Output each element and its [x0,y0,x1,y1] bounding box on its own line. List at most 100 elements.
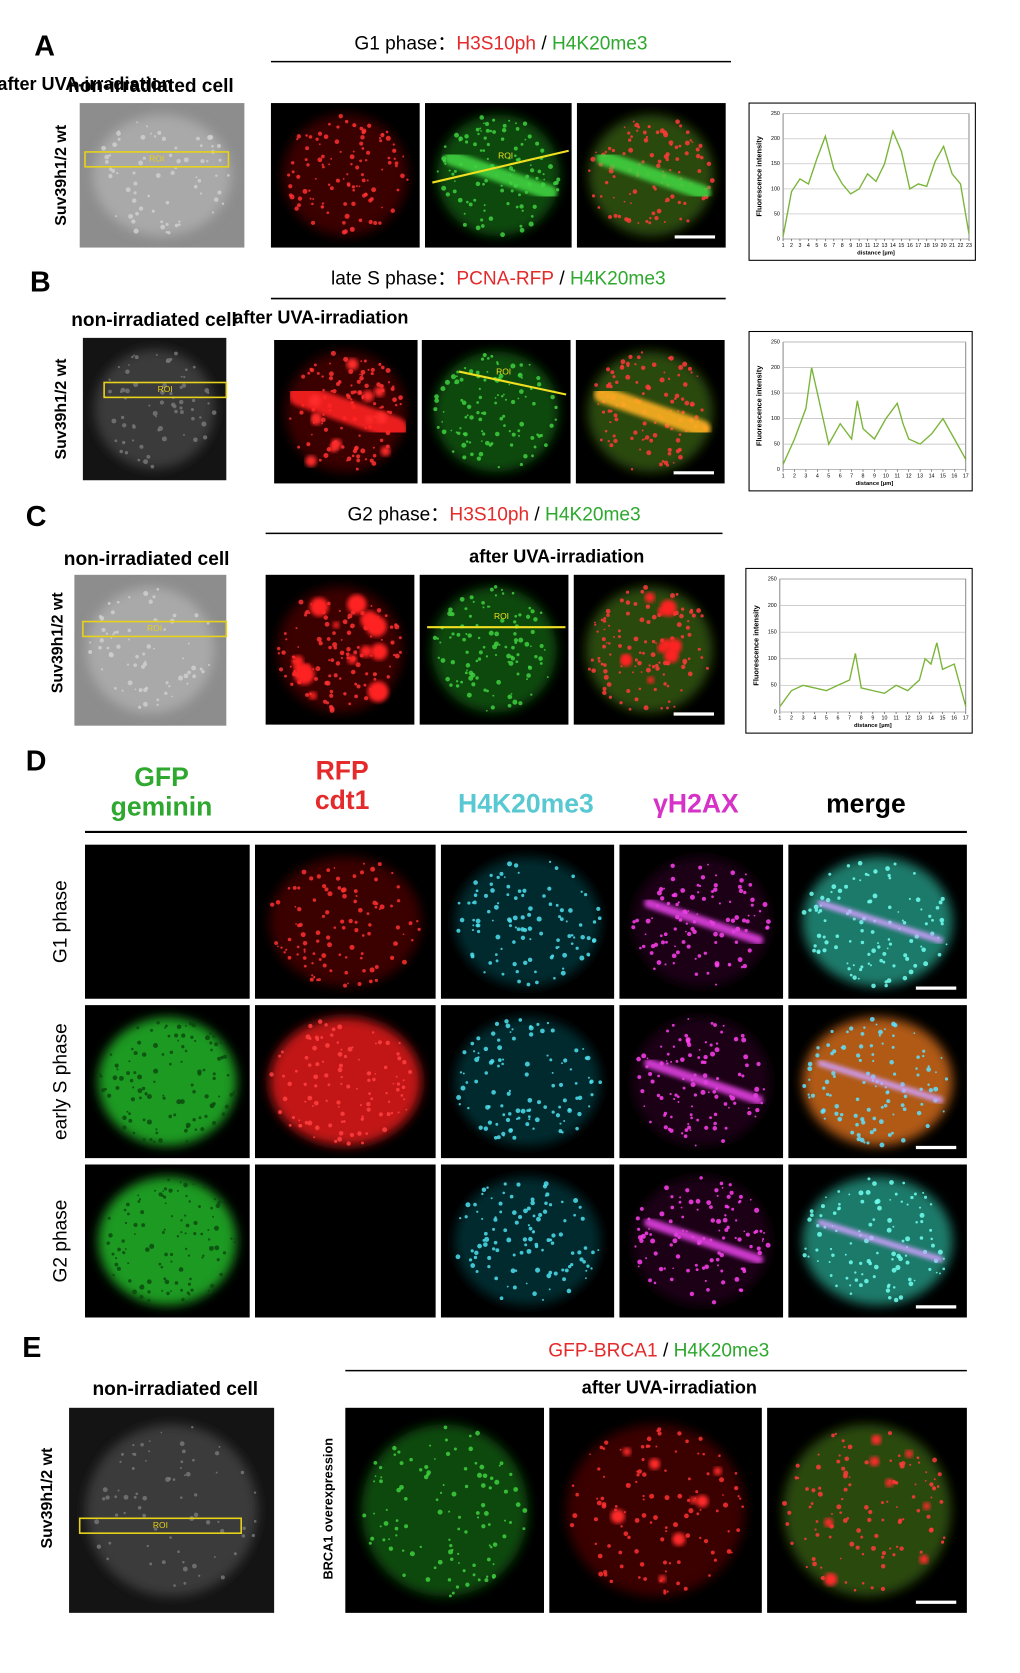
speckle [702,1452,705,1456]
speckle [164,1026,167,1029]
speckle [278,1054,282,1058]
speckle [887,938,891,941]
speckle [148,599,153,604]
speckle [550,1028,555,1033]
speckle [658,661,661,664]
speckle [667,451,672,456]
speckle [365,1132,369,1135]
speckle [924,922,928,926]
speckle [147,1290,151,1294]
speckle [180,1231,183,1234]
speckle [454,382,457,384]
speckle [898,1295,904,1300]
speckle [470,1263,476,1268]
speckle [253,1491,257,1494]
speckle [347,982,349,985]
speckle [459,1217,462,1220]
speckle [398,636,402,640]
speckle [408,1069,413,1074]
speckle [739,1288,744,1293]
speckle [807,1217,812,1222]
speckle [482,352,487,358]
speckle [303,948,306,951]
speckle [575,946,579,950]
speckle [492,1563,495,1566]
speckle [513,146,518,151]
speckle [183,375,186,379]
speckle [617,214,622,219]
speckle [703,1538,709,1544]
speckle [490,1031,496,1036]
damage-stripe [644,1058,764,1105]
speckle [627,1535,631,1540]
speckle [530,629,535,634]
speckle [741,918,747,923]
speckle [323,452,329,459]
speckle [177,1039,180,1042]
speckle [706,1472,710,1476]
speckle [855,1545,860,1550]
x-tick-label: 8 [862,473,865,479]
blob [648,1458,661,1470]
speckle [132,171,136,175]
y-tick-label: 250 [771,340,780,346]
speckle [476,923,481,928]
speckle [145,125,148,128]
speckle [459,377,464,382]
speckle [679,217,683,221]
speckle [131,1452,134,1455]
speckle [862,1080,866,1085]
speckle [464,1215,468,1219]
speckle [306,442,311,447]
speckle [371,1031,375,1034]
speckle [121,440,126,445]
speckle [142,1118,146,1122]
speckle [653,967,656,971]
speckle [184,1247,188,1251]
speckle [519,421,525,427]
speckle [114,687,117,690]
speckle [137,458,141,462]
speckle [108,167,113,171]
x-tick-label: 16 [951,473,957,479]
speckle [546,1273,552,1279]
speckle [468,1434,472,1438]
speckle [472,918,475,922]
speckle [458,139,461,142]
speckle [169,1303,172,1306]
speckle [719,1252,724,1258]
speckle [527,134,532,139]
speckle [920,1102,924,1106]
speckle [558,1129,563,1134]
speckle [689,1129,692,1131]
speckle [815,1053,820,1058]
speckle [500,1104,504,1108]
speckle [597,916,602,921]
speckle [487,1523,491,1526]
speckle [563,1058,568,1063]
speckle [653,687,657,692]
speckle [468,441,472,444]
speckle [648,1072,653,1077]
speckle [116,1266,121,1271]
speckle [626,218,632,223]
speckle [370,866,376,872]
speckle [518,193,521,197]
speckle [358,218,363,223]
speckle [380,405,384,409]
speckle [633,636,639,642]
speckle [834,1104,840,1109]
speckle [681,664,686,670]
speckle [666,901,671,906]
speckle [482,149,486,152]
speckle [296,134,302,139]
speckle [845,1276,849,1280]
speckle [347,613,353,619]
speckle [359,373,361,376]
speckle [432,635,438,641]
speckle [133,354,135,357]
speckle [357,390,363,396]
speckle [163,1277,167,1281]
speckle [634,122,640,128]
speckle [457,1527,461,1531]
